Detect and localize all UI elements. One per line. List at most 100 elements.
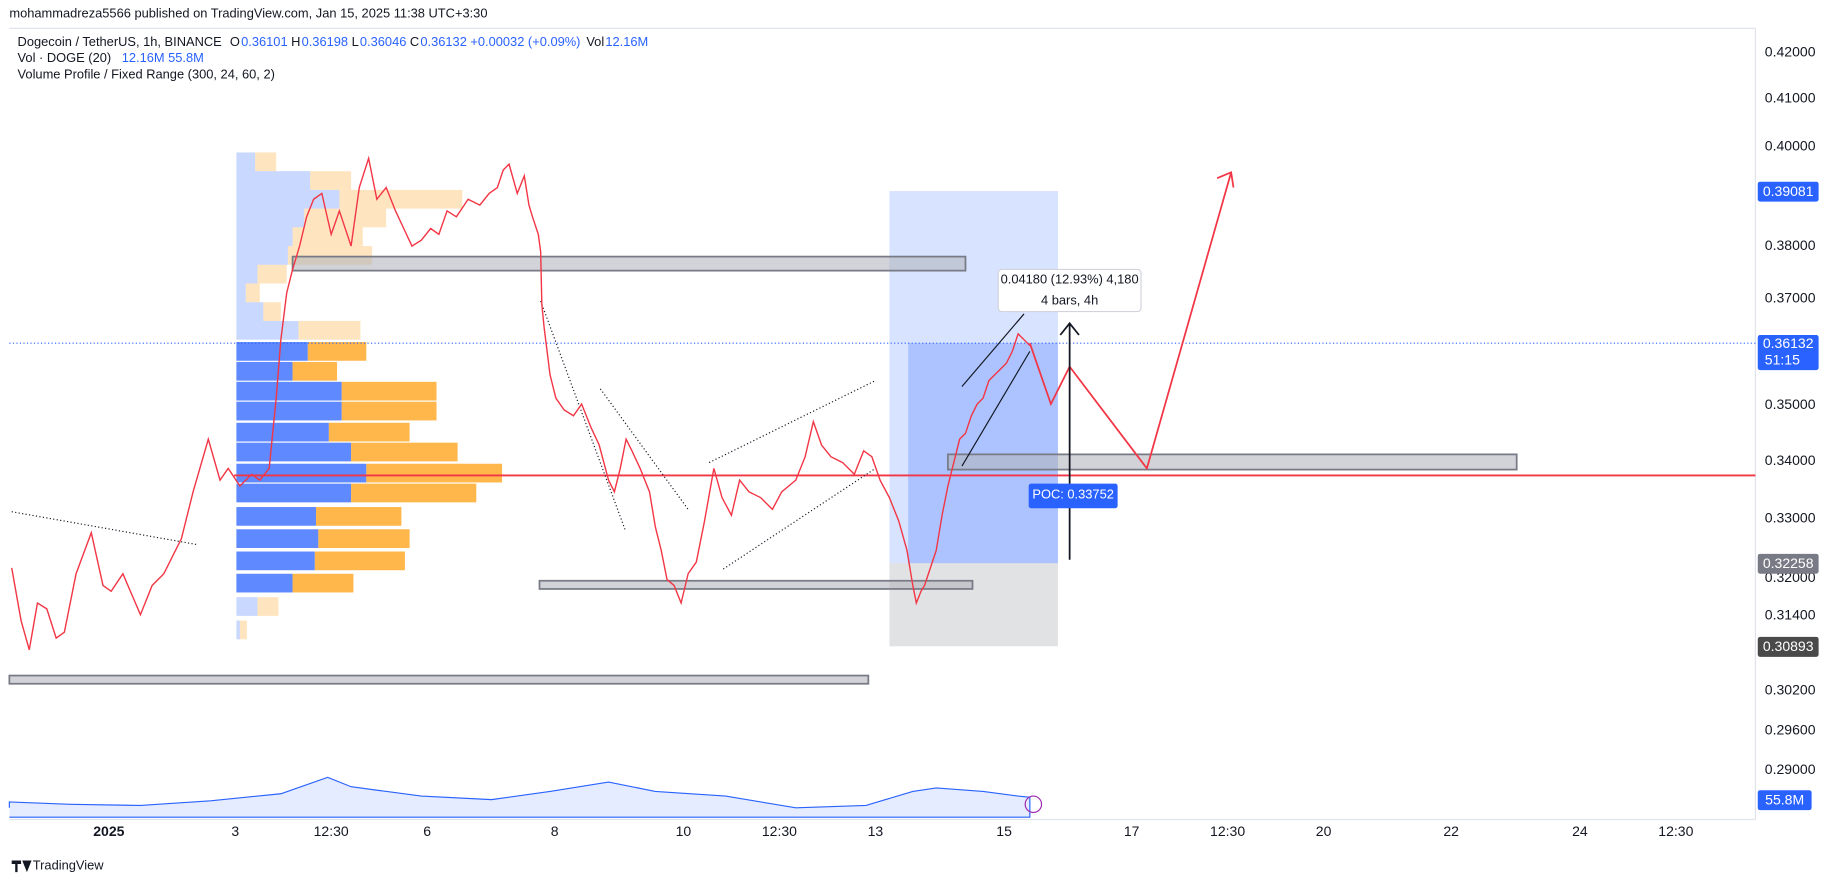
vp-up (236, 342, 308, 361)
badge (1757, 335, 1819, 371)
badge-text: 0.30893 (1763, 638, 1814, 654)
vp-down (366, 463, 503, 483)
vp-down (292, 573, 354, 593)
ohlc-value: 0.36101 (241, 34, 287, 49)
vp-down (310, 171, 352, 190)
trendline (599, 388, 689, 510)
price-tick-label: 0.29600 (1765, 721, 1816, 737)
badge (1757, 790, 1812, 811)
vp-up (236, 551, 315, 571)
vp-up (236, 507, 316, 526)
logo (11, 860, 32, 873)
vp-down (315, 507, 402, 526)
indicator-name: Volume Profile / Fixed Range (300, 24, 6… (18, 67, 275, 82)
trendlines (11, 300, 876, 570)
zones (8, 255, 1518, 685)
price-axis: 0.42000 0.41000 0.40000 0.38000 0.37000 0.350… (1765, 44, 1816, 777)
badge (1757, 181, 1819, 202)
vp-down (257, 264, 287, 284)
badge-text: 0.32258 (1763, 555, 1814, 571)
vp-up (236, 208, 305, 228)
vp-down (341, 381, 437, 401)
time-tick-label: 3 (231, 823, 239, 839)
time-tick-label: 24 (1572, 823, 1588, 839)
vp-down (328, 422, 410, 442)
time-tick-label: 12:30 (762, 823, 797, 839)
time-tick-label: 15 (996, 823, 1012, 839)
time-tick-label: 12:30 (1210, 823, 1245, 839)
badge (1757, 553, 1819, 574)
publisher: mohammadreza5566 published on TradingVie… (9, 6, 487, 21)
badge-text: 55.8M (1765, 791, 1804, 807)
price-badges: 0.39081 0.36132 51:15 0.32258 0.30893 55… (1757, 181, 1819, 811)
vol-label: Vol (586, 34, 604, 49)
vol-value: 12.16M (605, 34, 648, 49)
support-zone (538, 579, 974, 590)
indicator-value: 55.8M (168, 50, 204, 65)
trendline (722, 467, 876, 570)
badge (1757, 636, 1819, 657)
vp-up (236, 189, 340, 209)
poc-badge (1028, 483, 1118, 509)
badge-text: 51:15 (1765, 351, 1800, 367)
vp-down (351, 483, 477, 503)
vp-down (304, 208, 387, 228)
vp-down (292, 227, 363, 247)
price-tick-label: 0.29000 (1765, 761, 1816, 777)
ohlc-label: L (352, 34, 359, 49)
time-tick-label: 2025 (93, 823, 124, 839)
vp-down (307, 342, 367, 361)
vp-down (351, 442, 458, 462)
vp-up (236, 597, 258, 616)
price-tick-label: 0.37000 (1765, 289, 1816, 305)
indicator-name: Vol · DOGE (20) (18, 50, 112, 65)
vp-up (236, 171, 311, 190)
badge-text: 0.39081 (1763, 183, 1814, 199)
stop-zone (889, 563, 1058, 647)
price-tick-label: 0.33000 (1765, 509, 1816, 525)
vp-up (236, 264, 258, 284)
vp-down (298, 320, 361, 340)
low-zone (8, 674, 870, 685)
alert-icon[interactable] (1024, 795, 1043, 814)
vp-down (318, 529, 410, 548)
time-tick-label: 17 (1124, 823, 1140, 839)
vp-up (236, 227, 293, 247)
ohlc-value: 0.36046 (360, 34, 406, 49)
retest-zone (947, 453, 1518, 471)
price-tick-label: 0.30200 (1765, 681, 1816, 697)
wedge-line (961, 313, 1025, 387)
vp-down (339, 189, 463, 209)
price-series (11, 155, 1031, 650)
legend: Dogecoin / TetherUS, 1h, BINANCE O 0.36101… (18, 34, 649, 82)
vp-up (236, 381, 342, 401)
change: +0.00032 (+0.09%) (470, 34, 580, 49)
ohlc-label: H (291, 34, 300, 49)
ohlc-label: C (410, 34, 419, 49)
wedge (961, 313, 1031, 467)
vp-up (236, 422, 329, 442)
ohlc-value: 0.36132 (420, 34, 466, 49)
time-tick-label: 6 (423, 823, 431, 839)
vp-up (236, 246, 288, 265)
ohlc-value: 0.36198 (302, 34, 348, 49)
price-tick-label: 0.31400 (1765, 607, 1816, 623)
price-tick-label: 0.42000 (1765, 44, 1816, 60)
vp-up (236, 573, 293, 593)
vp-up (236, 283, 246, 303)
price-tick-label: 0.40000 (1765, 137, 1816, 153)
symbol: Dogecoin / TetherUS, 1h, BINANCE (18, 34, 223, 49)
volume-ma (8, 776, 1031, 818)
vp-up (236, 529, 319, 548)
time-tick-label: 10 (676, 823, 692, 839)
time-tick-label: 8 (551, 823, 559, 839)
vp-down (314, 551, 405, 571)
time-tick-label: 12:30 (1658, 823, 1693, 839)
measure-text: 0.04180 (12.93%) 4,180 (1001, 271, 1139, 286)
vp-up (236, 463, 367, 483)
vp-down (263, 302, 281, 321)
vp-up (236, 620, 240, 640)
entry-zone (908, 343, 1058, 564)
indicator-value: 12.16M (122, 50, 165, 65)
